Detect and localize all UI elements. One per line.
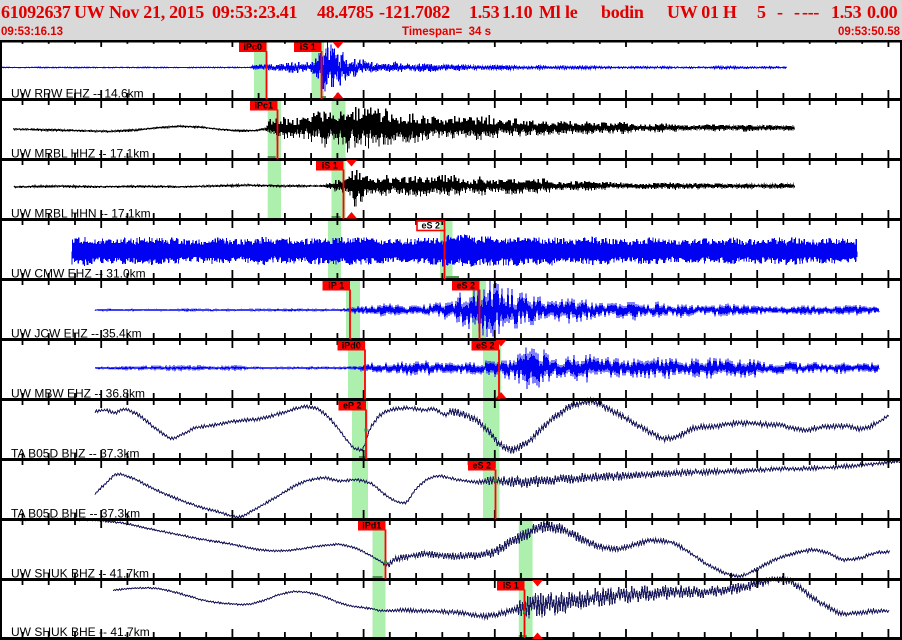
svg-text:UW MBW EHZ -- 36.8km: UW MBW EHZ -- 36.8km bbox=[11, 386, 145, 400]
svg-text:TA B05D BHE -- 37.3km: TA B05D BHE -- 37.3km bbox=[11, 506, 140, 520]
svg-text:TA B05D BHZ -- 37.3km: TA B05D BHZ -- 37.3km bbox=[11, 446, 139, 460]
svg-text:UW SHUK BHE -- 41.7km: UW SHUK BHE -- 41.7km bbox=[11, 625, 150, 639]
svg-text:iPc0: iPc0 bbox=[243, 42, 262, 52]
svg-text:eS 2: eS 2 bbox=[456, 281, 475, 291]
svg-text:UW MRBL HHZ -- 17.1km: UW MRBL HHZ -- 17.1km bbox=[11, 146, 149, 160]
svg-text:iS 1: iS 1 bbox=[322, 161, 338, 171]
svg-text:UW RPW EHZ -- 14.6km: UW RPW EHZ -- 14.6km bbox=[11, 86, 144, 100]
svg-text:iPd1: iPd1 bbox=[362, 521, 381, 531]
svg-text:UW MRBL HHN -- 17.1km: UW MRBL HHN -- 17.1km bbox=[11, 206, 151, 220]
svg-text:iS 1: iS 1 bbox=[503, 581, 519, 591]
svg-text:eS 2: eS 2 bbox=[472, 461, 491, 471]
svg-text:iPc1: iPc1 bbox=[254, 101, 273, 111]
svg-text:UW CMW EHZ -- 31.0km: UW CMW EHZ -- 31.0km bbox=[11, 266, 146, 280]
svg-text:iP 1: iP 1 bbox=[328, 281, 344, 291]
svg-text:eP 2: eP 2 bbox=[343, 401, 361, 411]
svg-text:eS 2: eS 2 bbox=[476, 341, 495, 351]
svg-text:iS 1: iS 1 bbox=[300, 42, 316, 52]
svg-text:eS 2: eS 2 bbox=[421, 221, 440, 231]
svg-text:UW SHUK BHZ -- 41.7km: UW SHUK BHZ -- 41.7km bbox=[11, 566, 149, 580]
svg-text:UW JCW EHZ -- 35.4km: UW JCW EHZ -- 35.4km bbox=[11, 326, 142, 340]
svg-text:iPd0: iPd0 bbox=[342, 341, 361, 351]
